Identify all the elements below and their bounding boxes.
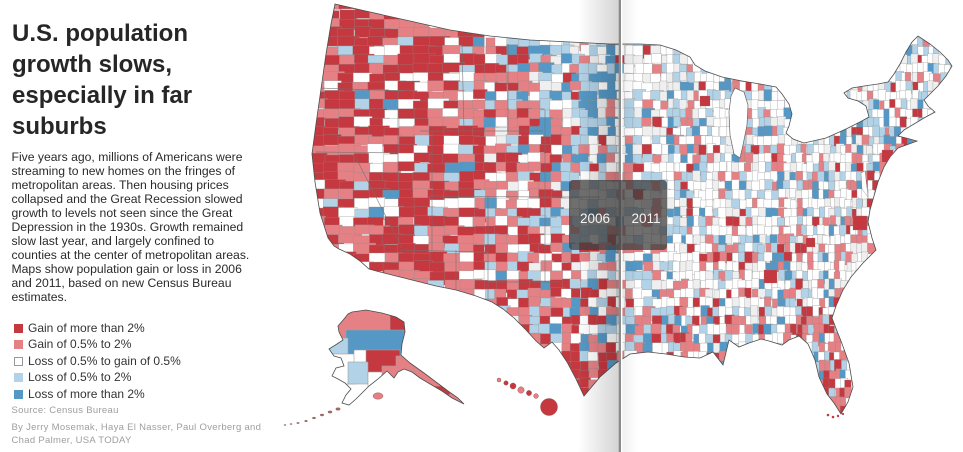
svg-text:2011: 2011	[631, 211, 660, 226]
svg-text:2006: 2006	[580, 211, 610, 226]
